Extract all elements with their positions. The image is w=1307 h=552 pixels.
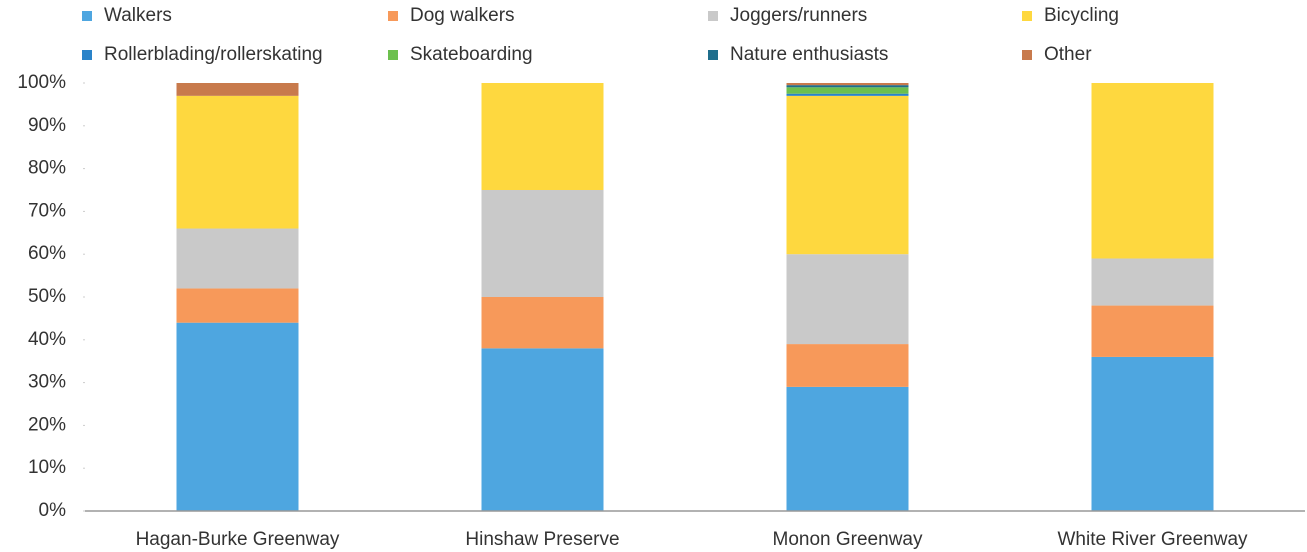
- y-tick-label: 10%: [28, 457, 66, 478]
- bar-segment: [1091, 305, 1214, 357]
- bar-segment: [481, 190, 604, 297]
- bar-segment: [786, 83, 909, 86]
- legend-swatch: [388, 50, 398, 60]
- y-tick-label: 60%: [28, 243, 66, 264]
- bar-segment: [176, 95, 299, 229]
- legend-swatch: [708, 11, 718, 21]
- legend-label: Skateboarding: [410, 44, 533, 65]
- legend-label: Walkers: [104, 5, 172, 26]
- bar-segment: [786, 386, 909, 511]
- legend-label: Rollerblading/rollerskating: [104, 44, 323, 65]
- bar-segment: [786, 87, 909, 94]
- x-tick-label: Hinshaw Preserve: [465, 529, 619, 550]
- y-tick-label: 90%: [28, 115, 66, 136]
- bar-segment: [481, 297, 604, 349]
- bar-segment: [1091, 83, 1214, 259]
- bar-segment: [1091, 258, 1214, 306]
- legend-swatch: [1022, 11, 1032, 21]
- bar-segment: [1091, 356, 1214, 511]
- y-tick-label: 0%: [39, 500, 67, 521]
- bar-segment: [786, 254, 909, 345]
- bar-segment: [176, 83, 299, 96]
- y-tick-label: 100%: [17, 72, 66, 93]
- y-tick-label: 70%: [28, 200, 66, 221]
- bar-segment: [176, 288, 299, 323]
- y-tick-label: 40%: [28, 329, 66, 350]
- bar-segment: [786, 85, 909, 88]
- bar-segment: [481, 348, 604, 511]
- legend-label: Nature enthusiasts: [730, 44, 888, 65]
- legend-swatch: [1022, 50, 1032, 60]
- y-tick-label: 80%: [28, 158, 66, 179]
- bar-segment: [786, 95, 909, 255]
- legend-swatch: [82, 50, 92, 60]
- bar-segment: [786, 344, 909, 387]
- bar-segment: [786, 93, 909, 96]
- legend-label: Dog walkers: [410, 5, 515, 26]
- x-tick-label: White River Greenway: [1057, 529, 1248, 550]
- legend-label: Joggers/runners: [730, 5, 867, 26]
- bar-segment: [176, 322, 299, 511]
- bar-segment: [176, 228, 299, 289]
- x-tick-label: Hagan-Burke Greenway: [136, 529, 340, 550]
- bar-segment: [481, 83, 604, 190]
- legend-swatch: [708, 50, 718, 60]
- legend-label: Other: [1044, 44, 1092, 65]
- legend-swatch: [388, 11, 398, 21]
- legend-label: Bicycling: [1044, 5, 1119, 26]
- y-tick-label: 30%: [28, 372, 66, 393]
- y-tick-label: 20%: [28, 414, 66, 435]
- legend-swatch: [82, 11, 92, 21]
- y-tick-label: 50%: [28, 286, 66, 307]
- x-tick-label: Monon Greenway: [773, 529, 923, 550]
